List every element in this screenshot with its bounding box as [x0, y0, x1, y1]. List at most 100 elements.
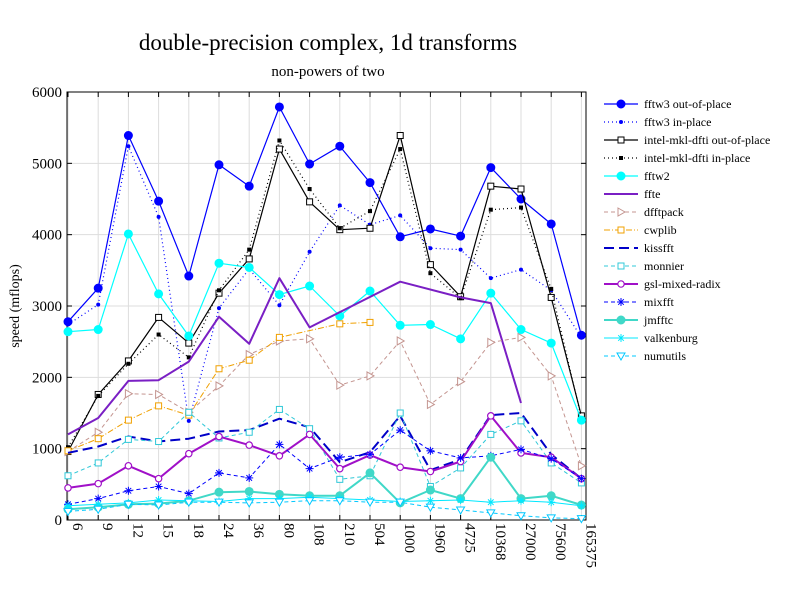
data-point: [215, 468, 223, 477]
y-tick-label: 6000: [32, 85, 62, 101]
legend-item: intel-mkl-dfti in-place: [604, 151, 750, 165]
data-point: [277, 303, 282, 308]
data-point: [426, 261, 434, 269]
series-line: [67, 496, 582, 507]
data-point: [579, 335, 584, 340]
data-point: [126, 361, 131, 366]
data-point: [547, 454, 556, 463]
data-point: [215, 381, 225, 391]
data-point: [156, 332, 161, 337]
data-point: [93, 283, 103, 293]
data-point: [183, 498, 194, 508]
legend-item: fftw2: [604, 169, 670, 183]
data-point: [457, 376, 466, 387]
data-point: [486, 452, 496, 462]
data-point: [546, 514, 557, 523]
data-point: [156, 214, 161, 219]
data-point: [244, 486, 254, 496]
legend-item: gsl-mixed-radix: [604, 277, 721, 291]
legend-item: ffte: [604, 187, 660, 201]
series-line: [67, 233, 582, 421]
data-point: [619, 120, 623, 124]
data-point: [617, 207, 627, 217]
x-tick-label: 1960: [431, 523, 447, 553]
data-point: [64, 447, 72, 455]
data-point: [577, 474, 586, 483]
legend-item: numutils: [604, 349, 686, 363]
data-point: [247, 247, 252, 252]
data-point: [217, 288, 221, 293]
data-point: [245, 349, 255, 360]
data-point: [335, 464, 344, 473]
data-point: [154, 474, 163, 483]
data-point: [366, 450, 374, 459]
legend-item: dfftpack: [604, 205, 684, 219]
x-tick-label: 165375: [582, 523, 598, 568]
data-point: [214, 498, 224, 508]
legend-item: mixfft: [604, 295, 674, 309]
series-line: [67, 321, 371, 452]
data-point: [245, 473, 254, 482]
data-point: [396, 463, 405, 472]
series-intel-mkl-dfti-out-of-place: [64, 132, 585, 456]
chart-subtitle: non-powers of two: [271, 64, 384, 80]
data-point: [185, 449, 193, 458]
data-point: [185, 408, 193, 416]
legend-label: gsl-mixed-radix: [644, 277, 721, 291]
x-tick-label: 36: [250, 523, 266, 539]
legend-item: valkenburg: [604, 331, 698, 345]
data-point: [214, 258, 224, 268]
data-point: [395, 320, 405, 330]
data-point: [274, 290, 284, 300]
data-point: [395, 498, 406, 508]
data-point: [305, 281, 315, 291]
data-point: [154, 196, 164, 206]
data-point: [305, 464, 314, 473]
legend-label: valkenburg: [644, 331, 698, 345]
data-point: [617, 262, 625, 270]
data-point: [426, 399, 436, 410]
data-point: [94, 427, 104, 438]
data-point: [365, 468, 375, 478]
data-point: [186, 418, 191, 423]
data-point: [486, 163, 496, 173]
data-point: [63, 327, 73, 337]
data-point: [66, 445, 70, 450]
data-point: [305, 430, 314, 439]
data-point: [66, 322, 70, 327]
data-point: [456, 231, 466, 241]
data-point: [337, 203, 342, 208]
data-point: [245, 255, 253, 263]
x-tick-label: 210: [341, 523, 357, 546]
legend-item: intel-mkl-dfti out-of-place: [604, 133, 770, 147]
data-point: [516, 325, 526, 335]
data-point: [546, 219, 556, 229]
data-point: [217, 306, 221, 311]
data-point: [365, 178, 375, 188]
legend: fftw3 out-of-place fftw3 in-place intel-mk…: [604, 97, 770, 363]
data-point: [214, 160, 224, 170]
data-point: [244, 499, 255, 508]
data-point: [368, 209, 372, 214]
data-point: [428, 271, 433, 276]
series-intel-mkl-dfti-in-place: [66, 138, 584, 450]
data-point: [547, 293, 555, 301]
series-jmfftc: [63, 452, 586, 514]
y-tick-label: 5000: [32, 156, 62, 172]
data-point: [616, 99, 626, 109]
data-point: [304, 497, 315, 506]
legend-label: intel-mkl-dfti out-of-place: [644, 133, 770, 147]
data-point: [275, 440, 284, 449]
data-point: [153, 501, 164, 511]
data-point: [336, 475, 344, 483]
data-point: [456, 334, 466, 344]
data-point: [488, 276, 493, 281]
x-tick-label: 108: [311, 523, 327, 546]
data-point: [577, 501, 586, 510]
data-point: [245, 441, 254, 449]
data-point: [307, 187, 312, 192]
data-point: [425, 224, 435, 234]
legend-label: jmfftc: [643, 313, 673, 327]
data-point: [154, 289, 164, 299]
